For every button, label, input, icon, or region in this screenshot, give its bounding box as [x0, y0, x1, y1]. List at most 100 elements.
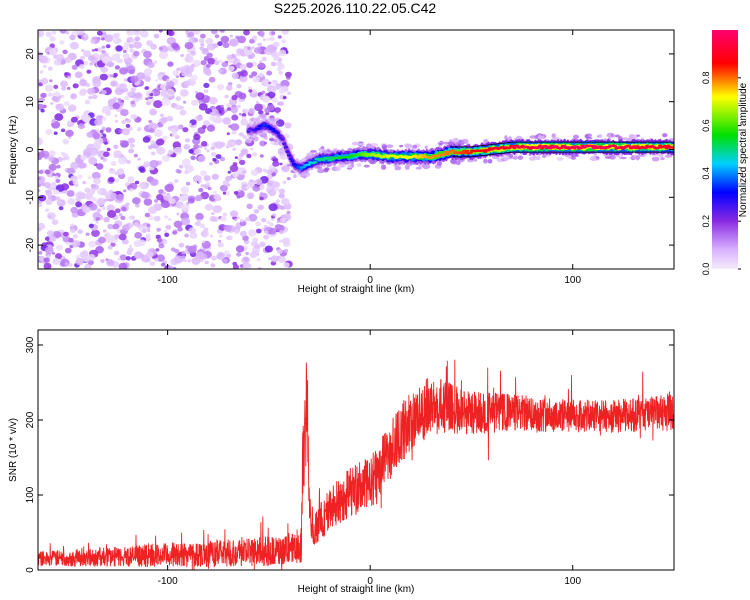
- noise-blob: [72, 234, 79, 239]
- noise-blob: [158, 30, 163, 33]
- noise-blob: [198, 103, 208, 111]
- ridge-haze: [356, 143, 365, 146]
- noise-blob: [227, 139, 236, 147]
- noise-blob: [262, 168, 267, 173]
- noise-blob: [248, 229, 257, 237]
- noise-blob: [149, 160, 159, 168]
- noise-blob: [122, 49, 127, 54]
- noise-blob: [115, 53, 121, 58]
- ridge-contour-upper: [451, 141, 674, 148]
- noise-blob: [77, 210, 83, 216]
- y-tick-label: -10: [25, 190, 36, 205]
- noise-blob: [86, 69, 92, 74]
- noise-blob: [188, 197, 195, 204]
- noise-blob: [39, 70, 44, 74]
- ridge-haze: [517, 155, 524, 160]
- noise-blob: [220, 104, 224, 108]
- noise-blob: [82, 60, 89, 66]
- noise-blob: [105, 127, 112, 133]
- ridge-haze: [498, 154, 505, 158]
- ridge-point: [416, 156, 421, 159]
- noise-blob: [205, 63, 211, 68]
- ridge-point: [288, 157, 293, 161]
- noise-blob: [128, 244, 132, 248]
- noise-blob: [271, 52, 280, 59]
- noise-blob: [161, 154, 171, 162]
- noise-blob: [149, 178, 159, 186]
- noise-blob: [126, 249, 133, 256]
- noise-blob: [70, 228, 76, 233]
- noise-blob: [43, 257, 50, 263]
- noise-blob: [70, 116, 78, 123]
- noise-blob: [195, 194, 203, 202]
- noise-blob: [78, 123, 85, 130]
- noise-blob: [177, 169, 182, 174]
- noise-blob: [91, 49, 96, 52]
- ridge-haze: [335, 166, 341, 172]
- noise-blob: [242, 170, 247, 174]
- noise-blob: [225, 84, 233, 91]
- noise-blob: [82, 181, 87, 185]
- noise-blob: [182, 258, 187, 263]
- snr-panel: -100 0 100 0 100 200 300 Height of straight l…: [8, 329, 675, 595]
- noise-blob: [216, 83, 225, 91]
- noise-blob: [266, 169, 273, 175]
- noise-blob: [55, 53, 65, 61]
- noise-blob: [43, 262, 52, 269]
- noise-blob: [58, 206, 64, 211]
- noise-blob: [165, 84, 172, 91]
- noise-blob: [266, 70, 273, 76]
- noise-blob: [181, 71, 187, 77]
- noise-blob: [232, 162, 238, 167]
- noise-blob: [239, 218, 244, 223]
- noise-blob: [276, 67, 282, 72]
- noise-blob: [148, 122, 158, 131]
- noise-blob: [273, 156, 277, 160]
- noise-blob: [233, 191, 239, 195]
- noise-blob: [173, 179, 179, 183]
- noise-blob: [118, 157, 127, 165]
- colorbar-ticks: 0.0 0.2 0.4 0.6 0.8: [701, 72, 741, 275]
- noise-blob: [180, 54, 184, 57]
- noise-blob: [155, 248, 160, 252]
- spectrogram-x-label: Height of straight line (km): [298, 284, 415, 295]
- noise-blob: [286, 210, 291, 215]
- noise-blob: [238, 132, 244, 137]
- noise-blob: [258, 110, 264, 115]
- noise-blob: [222, 212, 228, 217]
- ridge-haze: [438, 142, 443, 146]
- noise-blob: [112, 33, 119, 39]
- noise-blob: [184, 80, 191, 86]
- noise-blob: [188, 227, 196, 234]
- noise-blob: [213, 193, 221, 200]
- ridge-point: [612, 145, 618, 148]
- noise-blob: [279, 239, 283, 243]
- ridge-haze: [570, 156, 577, 160]
- noise-blob: [38, 202, 43, 207]
- noise-blob: [183, 100, 187, 104]
- noise-blob: [55, 253, 62, 260]
- noise-blob: [245, 251, 250, 256]
- noise-blob: [201, 48, 209, 55]
- noise-blob: [266, 104, 275, 111]
- noise-blob: [162, 191, 166, 195]
- noise-blob: [38, 151, 45, 159]
- noise-blob: [235, 52, 240, 57]
- colorbar-gradient: [712, 30, 738, 269]
- noise-blob: [147, 145, 153, 150]
- noise-blob: [96, 30, 103, 36]
- noise-blob: [86, 131, 95, 138]
- ridge-point: [285, 150, 290, 153]
- noise-blob: [119, 254, 127, 261]
- ridge-point: [293, 163, 298, 167]
- noise-blob: [208, 76, 216, 83]
- spectrogram-y-label: Frequency (Hz): [8, 116, 19, 185]
- noise-blob: [238, 113, 242, 116]
- noise-blob: [251, 89, 257, 94]
- noise-blob: [226, 54, 233, 60]
- noise-blob: [110, 80, 118, 87]
- ridge-haze: [590, 155, 597, 162]
- colorbar-tick-label: 0.6: [701, 119, 711, 132]
- noise-blob: [49, 150, 56, 156]
